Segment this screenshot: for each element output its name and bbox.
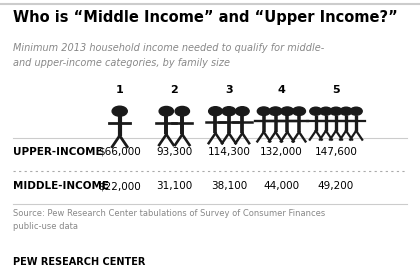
Text: 1: 1: [116, 85, 123, 95]
Text: 3: 3: [225, 85, 233, 95]
Text: 147,600: 147,600: [315, 147, 357, 157]
Text: 4: 4: [278, 85, 285, 95]
Text: 114,300: 114,300: [207, 147, 250, 157]
Text: Source: Pew Research Center tabulations of Survey of Consumer Finances: Source: Pew Research Center tabulations …: [13, 208, 325, 217]
Text: MIDDLE-INCOME: MIDDLE-INCOME: [13, 181, 109, 191]
Text: 93,300: 93,300: [156, 147, 192, 157]
Text: and upper-income categories, by family size: and upper-income categories, by family s…: [13, 58, 230, 68]
Text: Minimum 2013 household income needed to qualify for middle-: Minimum 2013 household income needed to …: [13, 43, 324, 53]
Text: public-use data: public-use data: [13, 222, 78, 231]
Text: Who is “Middle Income” and “Upper Income?”: Who is “Middle Income” and “Upper Income…: [13, 10, 397, 25]
Text: $66,000: $66,000: [98, 147, 141, 157]
Text: 5: 5: [332, 85, 340, 95]
Text: 31,100: 31,100: [156, 181, 192, 191]
Text: 49,200: 49,200: [318, 181, 354, 191]
Text: PEW RESEARCH CENTER: PEW RESEARCH CENTER: [13, 257, 145, 267]
Text: $22,000: $22,000: [98, 181, 141, 191]
Text: 44,000: 44,000: [263, 181, 299, 191]
Text: 38,100: 38,100: [211, 181, 247, 191]
Text: UPPER-INCOME: UPPER-INCOME: [13, 147, 102, 157]
Text: 132,000: 132,000: [260, 147, 303, 157]
Text: 2: 2: [171, 85, 178, 95]
